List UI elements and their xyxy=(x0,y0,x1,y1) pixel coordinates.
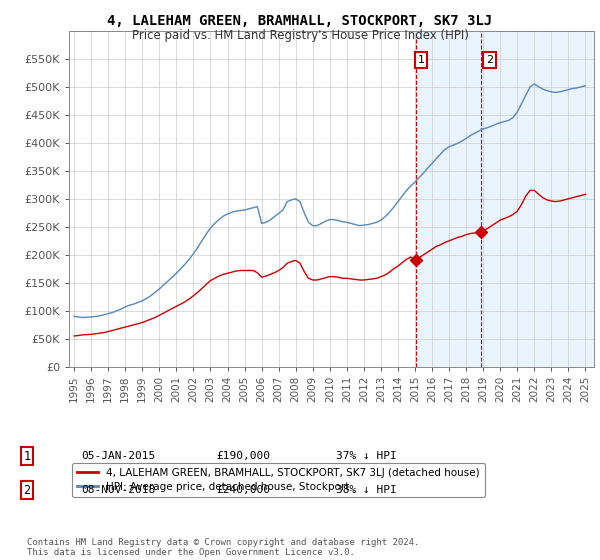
Bar xyxy=(416,31,594,367)
Text: 37% ↓ HPI: 37% ↓ HPI xyxy=(336,451,397,461)
Text: 2: 2 xyxy=(486,55,493,65)
Text: 05-JAN-2015: 05-JAN-2015 xyxy=(81,451,155,461)
Text: 08-NOV-2018: 08-NOV-2018 xyxy=(81,485,155,495)
Text: 4, LALEHAM GREEN, BRAMHALL, STOCKPORT, SK7 3LJ: 4, LALEHAM GREEN, BRAMHALL, STOCKPORT, S… xyxy=(107,14,493,28)
Text: £240,000: £240,000 xyxy=(216,485,270,495)
Text: 1: 1 xyxy=(23,450,31,463)
Text: £190,000: £190,000 xyxy=(216,451,270,461)
Text: Contains HM Land Registry data © Crown copyright and database right 2024.
This d: Contains HM Land Registry data © Crown c… xyxy=(27,538,419,557)
Text: 38% ↓ HPI: 38% ↓ HPI xyxy=(336,485,397,495)
Legend: 4, LALEHAM GREEN, BRAMHALL, STOCKPORT, SK7 3LJ (detached house), HPI: Average pr: 4, LALEHAM GREEN, BRAMHALL, STOCKPORT, S… xyxy=(71,463,485,497)
Text: Price paid vs. HM Land Registry's House Price Index (HPI): Price paid vs. HM Land Registry's House … xyxy=(131,29,469,42)
Text: 1: 1 xyxy=(418,55,424,65)
Text: 2: 2 xyxy=(23,483,31,497)
